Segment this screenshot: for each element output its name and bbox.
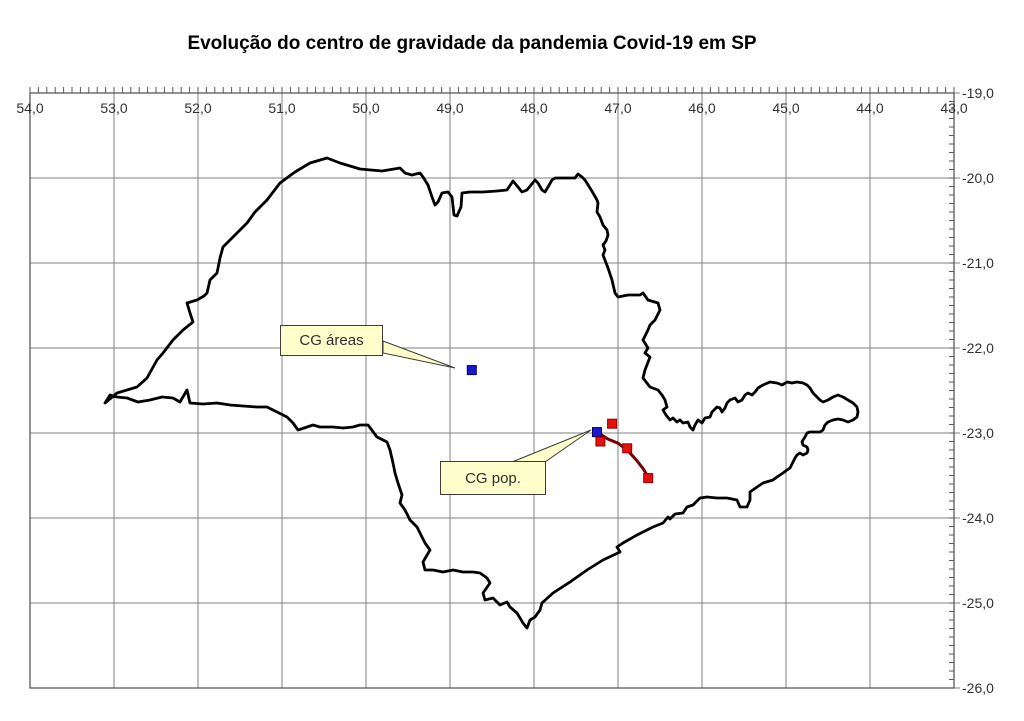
- data-point-red: [607, 418, 618, 429]
- y-tick-label: -24,0: [962, 510, 994, 526]
- x-tick-label: 43,0: [940, 100, 968, 116]
- x-tick-label: 50,0: [352, 100, 380, 116]
- data-point-red: [595, 436, 606, 447]
- data-point-blue: [466, 365, 477, 376]
- callout-leader-cg-areas: [382, 340, 456, 369]
- x-tick-label: 52,0: [184, 100, 212, 116]
- data-point-blue: [592, 427, 602, 438]
- data-point-red: [622, 443, 633, 454]
- x-tick-label: 47,0: [604, 100, 632, 116]
- callout-cg-areas-label: CG áreas: [299, 332, 364, 349]
- callout-leader-cg-pop: [511, 429, 592, 463]
- x-tick-label: 54,0: [16, 100, 44, 116]
- y-tick-label: -19,0: [962, 85, 994, 101]
- sao-paulo-state-outline: [103, 156, 860, 630]
- y-tick-label: -21,0: [962, 255, 994, 271]
- x-tick-label: 45,0: [772, 100, 800, 116]
- x-tick-label: 46,0: [688, 100, 716, 116]
- callout-cg-pop: CG pop.: [440, 461, 546, 495]
- x-tick-label: 51,0: [268, 100, 296, 116]
- x-tick-label: 49,0: [436, 100, 464, 116]
- x-tick-label: 48,0: [520, 100, 548, 116]
- x-tick-label: 53,0: [100, 100, 128, 116]
- data-point-red: [643, 473, 654, 484]
- chart-title: Evolução do centro de gravidade da pande…: [187, 33, 757, 54]
- y-tick-label: -25,0: [962, 595, 994, 611]
- callout-cg-areas: CG áreas: [280, 325, 383, 356]
- y-tick-label: -23,0: [962, 425, 994, 441]
- x-tick-label: 44,0: [856, 100, 884, 116]
- plot-border: [29, 92, 955, 689]
- callout-cg-pop-label: CG pop.: [465, 469, 521, 487]
- y-tick-label: -26,0: [962, 680, 994, 696]
- y-tick-label: -20,0: [962, 170, 994, 186]
- y-tick-label: -22,0: [962, 340, 994, 356]
